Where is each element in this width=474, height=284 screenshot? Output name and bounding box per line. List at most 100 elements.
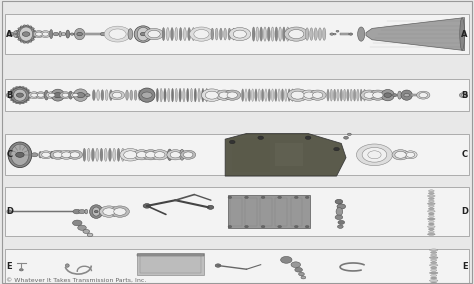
Bar: [140, 254, 201, 273]
Circle shape: [305, 136, 311, 139]
Circle shape: [9, 94, 11, 96]
Circle shape: [294, 196, 298, 199]
Bar: [137, 253, 204, 275]
Ellipse shape: [103, 208, 115, 215]
Ellipse shape: [304, 92, 314, 98]
Ellipse shape: [156, 88, 158, 102]
Bar: [340, 33, 349, 35]
Ellipse shape: [114, 208, 126, 215]
Ellipse shape: [35, 92, 46, 99]
Ellipse shape: [139, 88, 155, 102]
Circle shape: [261, 196, 265, 199]
Bar: [291, 198, 302, 226]
Text: D: D: [461, 207, 468, 216]
Ellipse shape: [301, 90, 318, 100]
Circle shape: [295, 268, 302, 272]
Ellipse shape: [369, 90, 386, 100]
Ellipse shape: [53, 152, 63, 158]
Circle shape: [24, 88, 27, 89]
Text: C: C: [6, 150, 12, 159]
Ellipse shape: [16, 152, 24, 157]
Bar: [230, 198, 242, 226]
Ellipse shape: [73, 93, 78, 97]
Ellipse shape: [430, 252, 437, 253]
Ellipse shape: [361, 90, 378, 100]
Circle shape: [32, 28, 35, 30]
Ellipse shape: [430, 259, 437, 261]
Circle shape: [28, 97, 31, 99]
Ellipse shape: [340, 89, 342, 101]
Ellipse shape: [54, 93, 62, 98]
Ellipse shape: [357, 27, 365, 41]
Circle shape: [29, 41, 32, 42]
Ellipse shape: [360, 89, 363, 101]
Ellipse shape: [69, 91, 73, 99]
Ellipse shape: [291, 89, 294, 101]
Ellipse shape: [430, 277, 437, 279]
Ellipse shape: [461, 94, 466, 97]
Ellipse shape: [310, 28, 313, 40]
Circle shape: [73, 209, 81, 214]
Ellipse shape: [155, 152, 165, 158]
Ellipse shape: [343, 89, 346, 101]
Ellipse shape: [66, 30, 70, 38]
Circle shape: [28, 92, 31, 93]
Ellipse shape: [229, 28, 251, 41]
Ellipse shape: [164, 88, 166, 102]
Ellipse shape: [428, 195, 435, 197]
Circle shape: [299, 272, 304, 276]
Circle shape: [23, 25, 26, 26]
Ellipse shape: [183, 28, 186, 41]
Ellipse shape: [428, 198, 434, 199]
Ellipse shape: [201, 89, 222, 101]
Ellipse shape: [90, 205, 103, 218]
Ellipse shape: [430, 269, 437, 272]
Ellipse shape: [167, 149, 172, 160]
Ellipse shape: [279, 27, 282, 41]
Ellipse shape: [109, 91, 125, 100]
Ellipse shape: [46, 92, 57, 99]
Ellipse shape: [190, 27, 213, 41]
Ellipse shape: [109, 90, 112, 101]
Circle shape: [16, 102, 18, 104]
Ellipse shape: [67, 150, 82, 159]
Text: B: B: [462, 91, 468, 100]
Circle shape: [245, 196, 248, 199]
Ellipse shape: [256, 27, 259, 41]
Ellipse shape: [289, 30, 304, 39]
Circle shape: [335, 199, 343, 204]
Ellipse shape: [336, 208, 343, 216]
Ellipse shape: [179, 88, 182, 102]
Ellipse shape: [319, 28, 321, 40]
Ellipse shape: [258, 89, 261, 101]
Polygon shape: [225, 133, 346, 176]
Circle shape: [78, 225, 86, 230]
Ellipse shape: [205, 91, 219, 99]
Ellipse shape: [224, 28, 227, 40]
Ellipse shape: [59, 150, 74, 159]
Ellipse shape: [368, 151, 381, 159]
Text: C: C: [462, 150, 468, 159]
Ellipse shape: [271, 89, 273, 101]
Ellipse shape: [309, 90, 326, 100]
Ellipse shape: [430, 254, 437, 256]
Bar: [245, 198, 257, 226]
Ellipse shape: [188, 28, 191, 41]
Ellipse shape: [168, 88, 170, 102]
Circle shape: [34, 33, 36, 35]
Ellipse shape: [74, 28, 85, 40]
Ellipse shape: [39, 152, 42, 158]
Ellipse shape: [364, 149, 385, 161]
Bar: [5, 14, 469, 54]
Ellipse shape: [198, 88, 200, 102]
Ellipse shape: [430, 262, 437, 264]
Ellipse shape: [100, 148, 103, 161]
Circle shape: [29, 26, 32, 28]
Ellipse shape: [62, 152, 71, 158]
Ellipse shape: [284, 27, 308, 41]
Ellipse shape: [96, 148, 99, 161]
Circle shape: [281, 256, 292, 263]
Ellipse shape: [110, 206, 129, 217]
Text: B: B: [6, 91, 12, 100]
Circle shape: [337, 204, 346, 209]
